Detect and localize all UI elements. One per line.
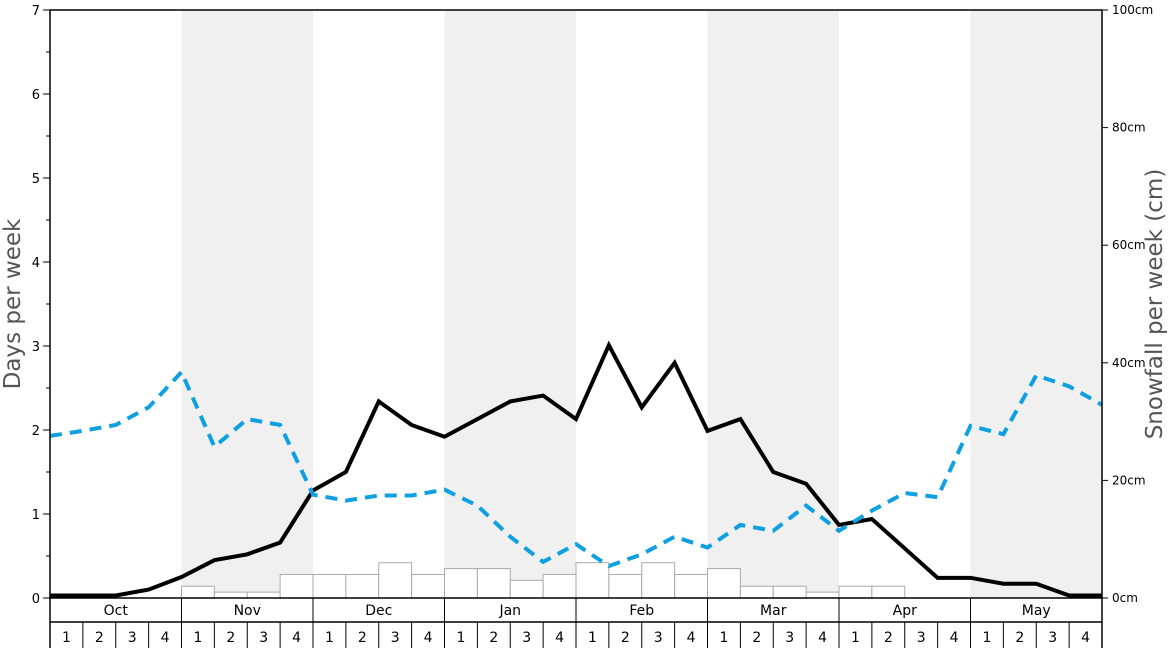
week-label: 2 bbox=[226, 630, 235, 646]
week-label: 1 bbox=[719, 630, 728, 646]
month-shading-bands bbox=[181, 10, 1102, 598]
snowfall-bar bbox=[805, 591, 840, 599]
week-label: 4 bbox=[161, 630, 170, 646]
week-label: 3 bbox=[654, 630, 663, 646]
left-tick-label: 1 bbox=[32, 508, 40, 523]
week-label: 2 bbox=[358, 630, 367, 646]
snowfall-bar bbox=[345, 573, 380, 599]
snowfall-bar bbox=[707, 568, 741, 599]
snowfall-bar bbox=[279, 573, 314, 599]
week-label: 1 bbox=[456, 630, 465, 646]
month-label-mar: Mar bbox=[760, 603, 787, 619]
right-axis-title: Snowfall per week (cm) bbox=[1142, 169, 1168, 440]
right-tick-label: 0cm bbox=[1112, 591, 1138, 605]
week-label: 1 bbox=[851, 630, 860, 646]
shade-band-mar bbox=[707, 10, 839, 598]
month-label-may: May bbox=[1022, 603, 1051, 619]
snowfall-bars bbox=[181, 562, 906, 599]
right-tick-label: 80cm bbox=[1112, 121, 1146, 135]
snowfall-bar bbox=[213, 591, 248, 599]
week-label: 4 bbox=[950, 630, 959, 646]
snowfall-bar bbox=[641, 562, 676, 599]
snowfall-bar bbox=[476, 568, 511, 599]
snowfall-bar bbox=[378, 562, 413, 599]
right-tick-label: 40cm bbox=[1112, 356, 1146, 370]
snowfall-bar bbox=[739, 585, 774, 599]
left-tick-label: 2 bbox=[32, 424, 40, 439]
month-label-jan: Jan bbox=[498, 603, 521, 619]
snowfall-bar bbox=[772, 585, 807, 599]
snowfall-bar bbox=[608, 573, 643, 599]
shade-band-nov bbox=[181, 10, 313, 598]
month-label-dec: Dec bbox=[365, 603, 392, 619]
week-label: 1 bbox=[62, 630, 71, 646]
month-label-oct: Oct bbox=[104, 603, 129, 619]
shade-band-jan bbox=[444, 10, 576, 598]
week-label: 1 bbox=[982, 630, 991, 646]
snowfall-bar bbox=[181, 585, 215, 599]
snowfall-bar bbox=[444, 568, 478, 599]
snowfall-bar bbox=[575, 562, 610, 599]
month-label-nov: Nov bbox=[234, 603, 261, 619]
shade-band-may bbox=[970, 10, 1102, 598]
left-tick-label: 6 bbox=[32, 88, 40, 103]
right-tick-label: 20cm bbox=[1112, 473, 1146, 487]
week-label: 4 bbox=[1081, 630, 1090, 646]
left-axis-ticks: 0 1 2 3 4 5 6 7 bbox=[32, 4, 50, 607]
week-label: 2 bbox=[489, 630, 498, 646]
snowfall-bar bbox=[509, 579, 544, 599]
week-label: 2 bbox=[621, 630, 630, 646]
week-label: 3 bbox=[1048, 630, 1057, 646]
left-tick-label: 4 bbox=[32, 256, 40, 271]
week-label: 3 bbox=[259, 630, 268, 646]
week-label: 2 bbox=[95, 630, 104, 646]
left-tick-label: 7 bbox=[32, 4, 40, 19]
week-label: 4 bbox=[818, 630, 827, 646]
week-label: 3 bbox=[522, 630, 531, 646]
week-label: 2 bbox=[752, 630, 761, 646]
snowfall-bar bbox=[871, 585, 906, 599]
week-label: 1 bbox=[325, 630, 334, 646]
right-axis-ticks: 0cm 20cm 40cm 60cm 80cm 100cm bbox=[1102, 3, 1153, 605]
left-axis-title: Days per week bbox=[0, 218, 26, 389]
week-label: 2 bbox=[884, 630, 893, 646]
snowfall-bar bbox=[674, 573, 708, 599]
snowfall-bar bbox=[312, 573, 347, 599]
month-label-feb: Feb bbox=[629, 603, 654, 619]
solid-line-series bbox=[50, 340, 1102, 598]
week-label: 1 bbox=[588, 630, 597, 646]
left-tick-label: 5 bbox=[32, 172, 40, 187]
left-tick-label: 3 bbox=[32, 340, 40, 355]
snowfall-bar bbox=[542, 573, 577, 599]
week-label: 3 bbox=[785, 630, 794, 646]
left-tick-label: 0 bbox=[32, 592, 40, 607]
week-label: 4 bbox=[424, 630, 433, 646]
snowfall-bar bbox=[246, 591, 281, 599]
week-label: 3 bbox=[391, 630, 400, 646]
month-label-apr: Apr bbox=[893, 603, 917, 619]
week-label: 4 bbox=[555, 630, 564, 646]
right-tick-label: 100cm bbox=[1112, 3, 1153, 17]
week-label: 4 bbox=[687, 630, 696, 646]
week-label: 3 bbox=[128, 630, 137, 646]
snowfall-bar bbox=[838, 585, 873, 599]
snowfall-bar bbox=[411, 573, 445, 599]
week-label: 3 bbox=[917, 630, 926, 646]
week-label: 1 bbox=[193, 630, 202, 646]
right-tick-label: 60cm bbox=[1112, 238, 1146, 252]
dashed-line-series bbox=[49, 368, 1103, 569]
x-axis-months-weeks: Oct 1 2 3 4 Nov 1 2 3 4 Dec 1 2 3 4 Jan 1 2 3 4 Feb 1 2 3 4 Mar 1 2… bbox=[49, 598, 1103, 648]
line-series bbox=[49, 340, 1103, 598]
week-label: 2 bbox=[1015, 630, 1024, 646]
week-label: 4 bbox=[292, 630, 301, 646]
